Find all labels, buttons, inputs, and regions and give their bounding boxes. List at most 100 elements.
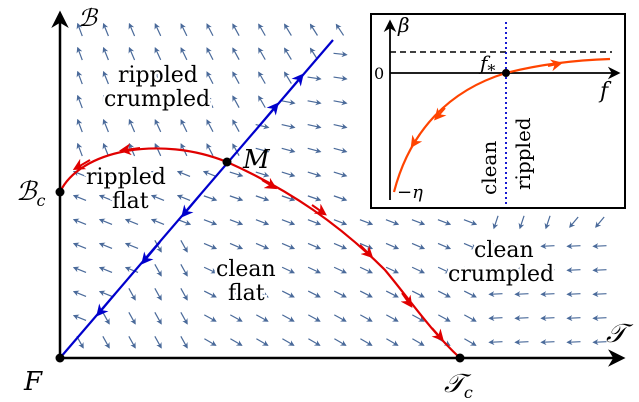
label-Bc: ℬc — [16, 177, 45, 210]
flow-arrow — [180, 71, 188, 85]
flow-arrow — [154, 95, 162, 109]
flow-arrow — [592, 243, 607, 250]
inset-fixed-point — [502, 69, 510, 77]
region-rippled-crumpled-top: rippled — [118, 63, 198, 88]
flow-arrow — [229, 242, 244, 250]
flow-arrow — [102, 336, 110, 349]
flow-arrow — [154, 288, 162, 301]
flow-arrow — [128, 288, 136, 301]
flow-arrow — [202, 170, 217, 177]
flow-arrow — [72, 194, 87, 201]
flow-arrow — [437, 266, 451, 274]
inset-arrow-1 — [434, 107, 447, 121]
region-rippled-flat-top: rippled — [86, 165, 166, 190]
flow-arrow — [307, 171, 322, 178]
flow-arrow — [282, 314, 295, 322]
flow-arrow — [488, 243, 503, 250]
flow-arrow — [258, 95, 266, 108]
flow-arrow — [411, 219, 426, 226]
flow-arrow — [333, 99, 348, 106]
flow-arrow — [281, 195, 296, 202]
region-clean-flat-bottom: flat — [228, 281, 265, 306]
flow-arrow — [463, 290, 477, 298]
fixed-point-M — [222, 157, 232, 167]
flow-arrow — [154, 336, 162, 349]
flow-arrow — [307, 290, 321, 298]
blue-arrow-5 — [96, 293, 116, 317]
flow-arrow — [180, 264, 188, 277]
flow-arrow — [102, 70, 109, 85]
flow-arrow — [72, 242, 87, 249]
flow-arrow — [72, 218, 87, 225]
flow-arrow — [307, 266, 321, 274]
axis-y-label: ℬ — [78, 4, 99, 32]
flow-arrow — [128, 336, 136, 349]
flow-arrow — [333, 266, 347, 274]
flow-arrow — [124, 170, 139, 177]
inset-rippled-label: rippled — [511, 117, 535, 190]
flow-arrow — [203, 242, 218, 250]
fixed-point-F — [55, 353, 65, 363]
flow-arrow — [154, 119, 162, 133]
flow-arrow — [566, 291, 581, 298]
flow-arrow — [335, 23, 345, 36]
flow-arrow — [180, 240, 188, 253]
inset-arrow-3 — [547, 59, 563, 72]
flow-arrow — [150, 218, 165, 225]
flow-arrow — [180, 95, 188, 109]
flow-arrow — [412, 314, 425, 322]
flow-arrow — [229, 195, 244, 202]
flow-arrow — [385, 242, 400, 250]
flow-arrow — [203, 290, 217, 298]
flow-arrow — [412, 338, 425, 346]
flow-arrow — [411, 242, 426, 250]
flow-arrow — [177, 219, 192, 226]
flow-arrow — [154, 240, 162, 253]
flow-arrow — [592, 315, 607, 322]
flow-arrow — [256, 338, 269, 346]
flow-arrow — [281, 219, 296, 226]
flow-arrow — [518, 215, 525, 230]
flow-arrow — [281, 99, 296, 106]
blue-arrow-3 — [181, 194, 201, 218]
flow-arrow — [154, 47, 162, 61]
flow-arrow — [333, 171, 348, 178]
flow-arrow — [232, 23, 240, 36]
flow-arrow — [232, 143, 240, 156]
flow-arrow — [230, 338, 243, 346]
flow-arrow — [281, 242, 296, 250]
flow-arrow — [464, 314, 477, 322]
flow-arrow — [204, 314, 217, 322]
region-rippled-flat-bottom: flat — [112, 189, 149, 214]
inset-arrow-2 — [410, 133, 423, 148]
flow-arrow — [230, 314, 243, 322]
flow-arrow — [102, 46, 109, 61]
flow-arrow — [359, 266, 373, 274]
flow-arrow — [281, 147, 296, 154]
separatrix — [59, 147, 461, 359]
flow-arrow — [540, 243, 555, 250]
flow-arrow — [204, 338, 217, 346]
flow-arrow — [76, 70, 83, 85]
flow-arrow — [150, 194, 165, 201]
flow-arrow — [308, 314, 321, 322]
flow-arrow — [514, 339, 529, 346]
flow-arrow — [385, 219, 400, 226]
flow-arrow — [154, 264, 162, 277]
flow-arrow — [176, 170, 191, 177]
flow-arrow — [463, 219, 478, 226]
flow-arrow — [307, 75, 322, 82]
label-M: M — [242, 145, 271, 175]
flow-arrow — [385, 266, 399, 274]
flow-arrow — [437, 290, 451, 298]
flow-arrow — [258, 71, 266, 84]
flow-arrow — [206, 143, 214, 157]
blue-arrow-2 — [259, 102, 279, 126]
flow-arrow — [282, 338, 295, 346]
flow-arrow — [206, 71, 214, 85]
flow-arrow — [544, 215, 551, 230]
flow-arrow — [514, 243, 529, 250]
flow-arrow — [284, 23, 292, 36]
flow-arrow — [592, 291, 607, 298]
flow-arrow — [333, 290, 347, 298]
